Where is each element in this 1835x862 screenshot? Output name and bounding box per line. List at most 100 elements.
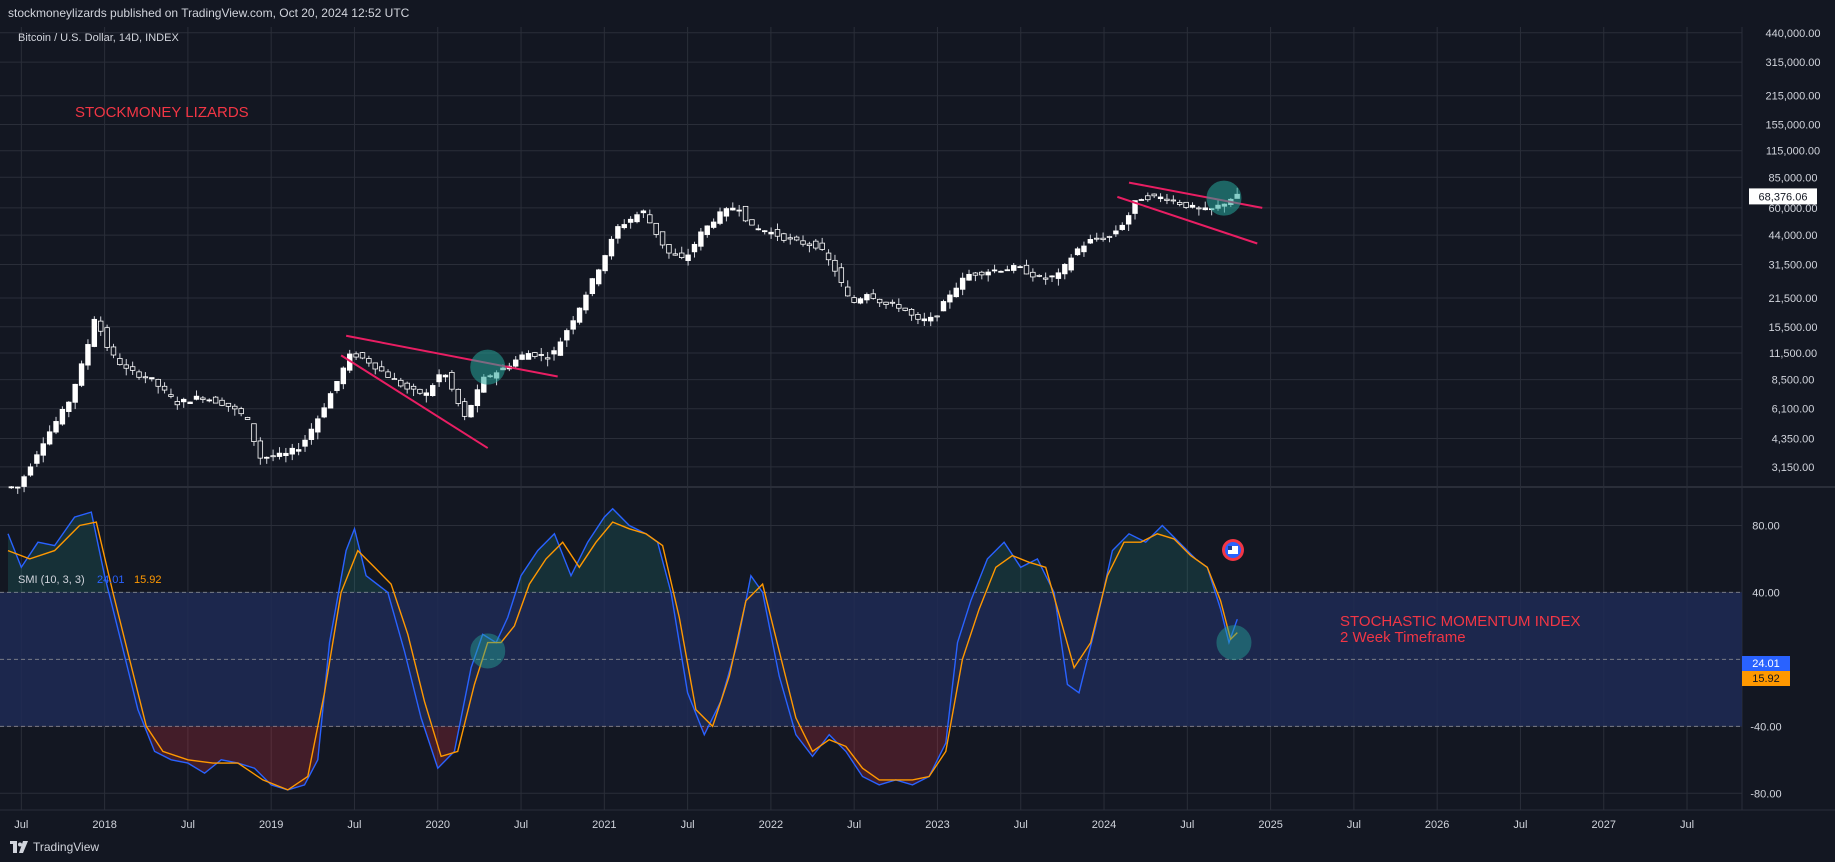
candle-body — [225, 402, 232, 407]
candle — [621, 219, 627, 230]
candle-body — [59, 408, 66, 425]
candle — [1017, 265, 1023, 269]
candle-body — [40, 443, 46, 456]
candle-body — [774, 229, 781, 237]
candle-body — [1164, 198, 1170, 201]
candle — [666, 244, 672, 259]
price-tick-label: 85,000.00 — [1769, 172, 1818, 184]
candle-body — [870, 293, 876, 299]
candle — [187, 401, 193, 405]
candle — [1074, 246, 1081, 256]
time-tick-label: Jul — [1513, 819, 1527, 831]
candle — [455, 388, 461, 407]
candle — [104, 324, 110, 351]
candle-body — [966, 273, 972, 281]
candle-body — [998, 270, 1004, 273]
tradingview-logo-icon[interactable] — [10, 841, 28, 853]
candle — [404, 381, 410, 394]
smi-value-tag: 24.01 — [1742, 656, 1790, 671]
candle-body — [538, 354, 544, 356]
candle-body — [206, 399, 212, 402]
candle — [608, 236, 615, 260]
candle-body — [666, 244, 672, 254]
candle-body — [717, 211, 723, 224]
candle — [123, 359, 129, 376]
candle — [685, 248, 691, 266]
candle — [468, 404, 474, 418]
candle — [1113, 225, 1119, 237]
candle — [959, 272, 966, 296]
candle-body — [1036, 274, 1042, 277]
candle-body — [755, 228, 762, 231]
time-tick-label: Jul — [514, 819, 528, 831]
candle — [570, 316, 576, 335]
time-tick-label: Jul — [181, 819, 195, 831]
candle — [525, 350, 532, 360]
chart-canvas[interactable]: 3,150.00 4,350.00 6,100.00 8,500.00 11,500.0… — [0, 27, 1835, 832]
candle — [334, 381, 340, 394]
smi-value-label: 24.01 — [1752, 658, 1780, 670]
candle-body — [1011, 265, 1017, 271]
candle — [1081, 241, 1087, 257]
price-tick-label: 315,000.00 — [1765, 57, 1820, 69]
candle-body — [78, 363, 85, 386]
candle — [340, 366, 347, 390]
candle — [902, 307, 908, 312]
candle-body — [1094, 237, 1100, 240]
time-tick-label: 2026 — [1425, 819, 1449, 831]
candle — [870, 289, 876, 300]
candle — [762, 230, 768, 235]
candle-body — [551, 350, 557, 355]
candle — [1036, 274, 1042, 278]
price-highlight — [1206, 180, 1242, 216]
candle-body — [264, 456, 270, 459]
candle — [206, 398, 212, 403]
candle — [85, 339, 91, 370]
trendline — [1117, 195, 1258, 245]
smi-tick-label: -80.00 — [1750, 788, 1781, 800]
candle — [698, 227, 704, 251]
candle-body — [902, 307, 908, 311]
price-tick-label: 155,000.00 — [1765, 119, 1820, 131]
candle-body — [193, 395, 200, 400]
candle-body — [423, 392, 430, 396]
candle — [219, 397, 225, 407]
candle-body — [129, 366, 136, 371]
candle — [212, 395, 219, 404]
candle — [417, 388, 423, 395]
price-axis[interactable]: 3,150.00 4,350.00 6,100.00 8,500.00 11,500.0… — [1765, 28, 1820, 474]
candle-body — [46, 431, 53, 445]
candle-body — [781, 233, 787, 241]
candle-body — [608, 238, 615, 257]
candle — [78, 360, 85, 388]
candle — [966, 269, 972, 281]
candle — [21, 474, 27, 493]
candle-body — [979, 271, 985, 276]
footer-brand[interactable]: TradingView — [33, 840, 100, 854]
candle-body — [1138, 199, 1145, 201]
candle — [1062, 263, 1068, 280]
candle-body — [1030, 271, 1036, 278]
candle — [295, 442, 302, 456]
candle — [110, 343, 117, 359]
time-axis[interactable]: Jul 2018 Jul 2019 Jul 2020 Jul 2021 Jul 2022 Jul 20… — [14, 819, 1694, 831]
candle — [596, 268, 602, 287]
candle-body — [934, 315, 940, 318]
time-tick-label: 2027 — [1592, 819, 1616, 831]
candle — [793, 235, 800, 242]
candle — [181, 397, 187, 408]
smi-legend-name: SMI (10, 3, 3) — [18, 574, 85, 586]
candle-body — [1074, 248, 1081, 256]
candle — [1196, 205, 1202, 216]
signal-value-label: 15.92 — [1752, 673, 1780, 685]
footer: TradingView — [0, 832, 1835, 862]
price-tick-label: 44,000.00 — [1769, 230, 1818, 242]
price-candles — [8, 187, 1240, 494]
price-tick-label: 31,500.00 — [1769, 259, 1818, 271]
price-tick-label: 4,350.00 — [1772, 433, 1815, 445]
candle-body — [155, 378, 161, 387]
candle — [921, 312, 928, 326]
candle-body — [404, 382, 410, 390]
candle-body — [851, 297, 857, 303]
flag-icon[interactable] — [1222, 539, 1244, 561]
